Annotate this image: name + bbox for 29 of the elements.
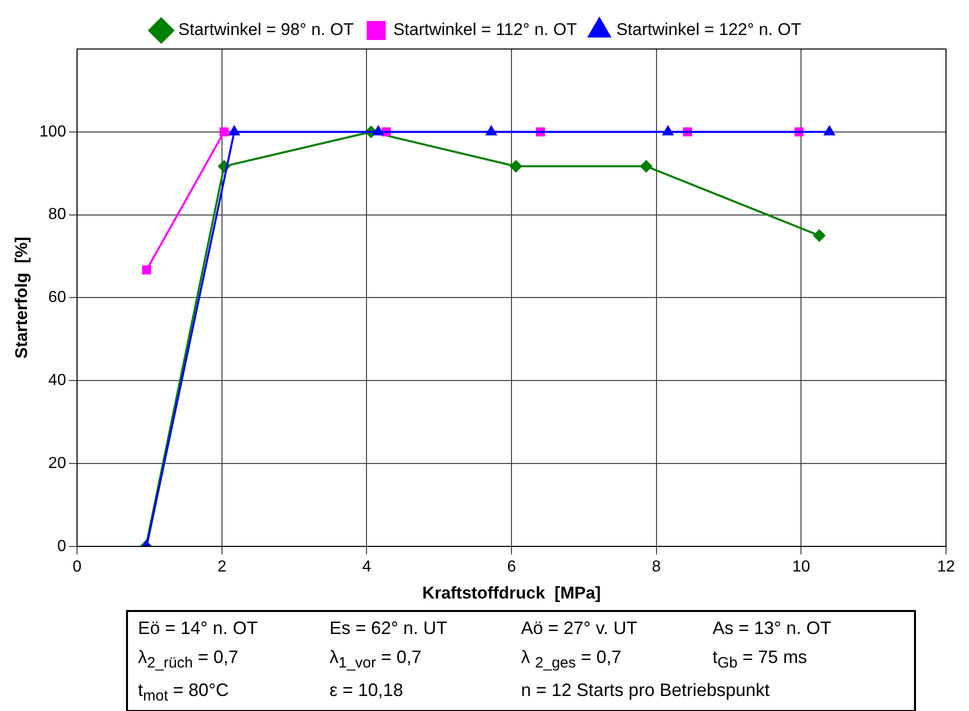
x-axis-title: Kraftstoffdruck [MPa] <box>422 583 601 602</box>
legend-label: Startwinkel = 112° n. OT <box>393 20 577 40</box>
y-axis-title: Starterfolg [%] <box>12 236 31 359</box>
x-tick-label: 2 <box>217 558 226 576</box>
text: t$_{mot}$ = 80°C <box>138 680 230 704</box>
text: ε = 10,18 <box>330 680 404 702</box>
text: Eö = 14° n. OT <box>138 618 259 639</box>
x-tick-label: 6 <box>507 558 516 576</box>
x-tick-label: 0 <box>72 558 82 576</box>
legend-label: Startwinkel = 122° n. OT <box>616 20 802 40</box>
y-tick-label: 80 <box>48 206 66 224</box>
text: As = 13° n. OT <box>712 618 832 639</box>
text: λ$_{2_rüch}$ = 0,7 <box>138 647 240 672</box>
text: n = 12 Starts pro Betriebspunkt <box>521 680 771 702</box>
text: λ$_{1_vor}$ = 0,7 <box>330 647 423 672</box>
x-tick-label: 12 <box>937 558 955 576</box>
y-tick-label: 20 <box>48 454 66 472</box>
legend-label: Startwinkel = 98° n. OT <box>178 20 354 40</box>
text: Aö = 27° v. UT <box>521 618 638 639</box>
y-tick-label: 40 <box>48 372 66 390</box>
x-tick-label: 8 <box>652 558 661 576</box>
text: λ $_{2_ges}$ = 0,7 <box>521 647 622 672</box>
y-tick-label: 100 <box>39 123 66 140</box>
text: Es = 62° n. UT <box>330 618 448 639</box>
x-tick-label: 10 <box>792 558 810 576</box>
x-tick-label: 4 <box>362 558 372 576</box>
y-tick-label: 60 <box>48 289 66 306</box>
text: t$_{Gb}$ = 75 ms <box>712 647 808 672</box>
y-tick-label: 0 <box>57 538 66 555</box>
